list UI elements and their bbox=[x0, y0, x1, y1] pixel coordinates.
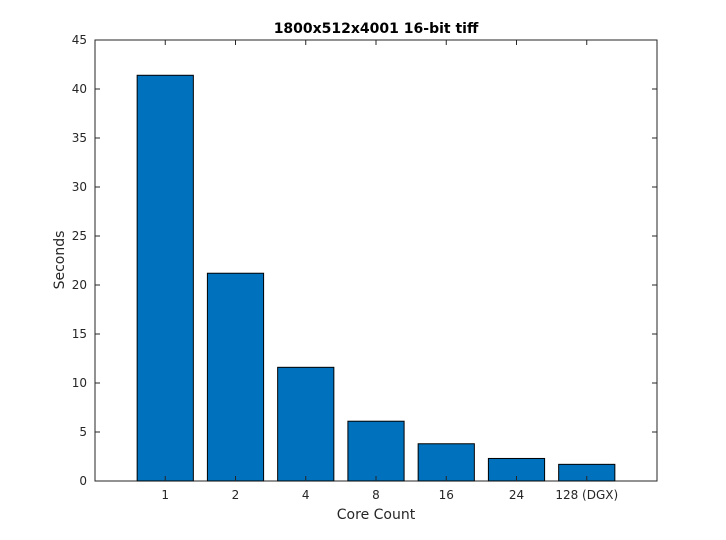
x-axis-label: Core Count bbox=[337, 507, 416, 523]
x-tick-label: 8 bbox=[372, 488, 380, 502]
y-tick-label: 35 bbox=[72, 131, 87, 145]
bar-2 bbox=[206, 272, 265, 482]
bar-5 bbox=[417, 443, 475, 482]
y-tick-label: 30 bbox=[72, 180, 87, 194]
y-tick-label: 0 bbox=[79, 474, 87, 488]
bar-4 bbox=[347, 420, 405, 482]
x-tick-label: 4 bbox=[302, 488, 310, 502]
y-tick-label: 15 bbox=[72, 327, 87, 341]
y-tick-label: 20 bbox=[72, 278, 87, 292]
y-axis-label: Seconds bbox=[52, 231, 68, 290]
y-tick-label: 10 bbox=[72, 376, 87, 390]
x-tick-label: 128 (DGX) bbox=[555, 488, 618, 502]
y-tick-label: 45 bbox=[72, 33, 87, 47]
x-tick-label: 1 bbox=[161, 488, 169, 502]
bar-3 bbox=[277, 366, 335, 482]
x-tick-label: 24 bbox=[509, 488, 524, 502]
x-tick-label: 2 bbox=[232, 488, 240, 502]
chart-title: 1800x512x4001 16-bit tiff bbox=[274, 21, 479, 37]
y-tick-label: 5 bbox=[79, 425, 87, 439]
x-tick-label: 16 bbox=[439, 488, 454, 502]
y-tick-label: 25 bbox=[72, 229, 87, 243]
bar-1 bbox=[136, 74, 194, 482]
y-tick-label: 40 bbox=[72, 82, 87, 96]
